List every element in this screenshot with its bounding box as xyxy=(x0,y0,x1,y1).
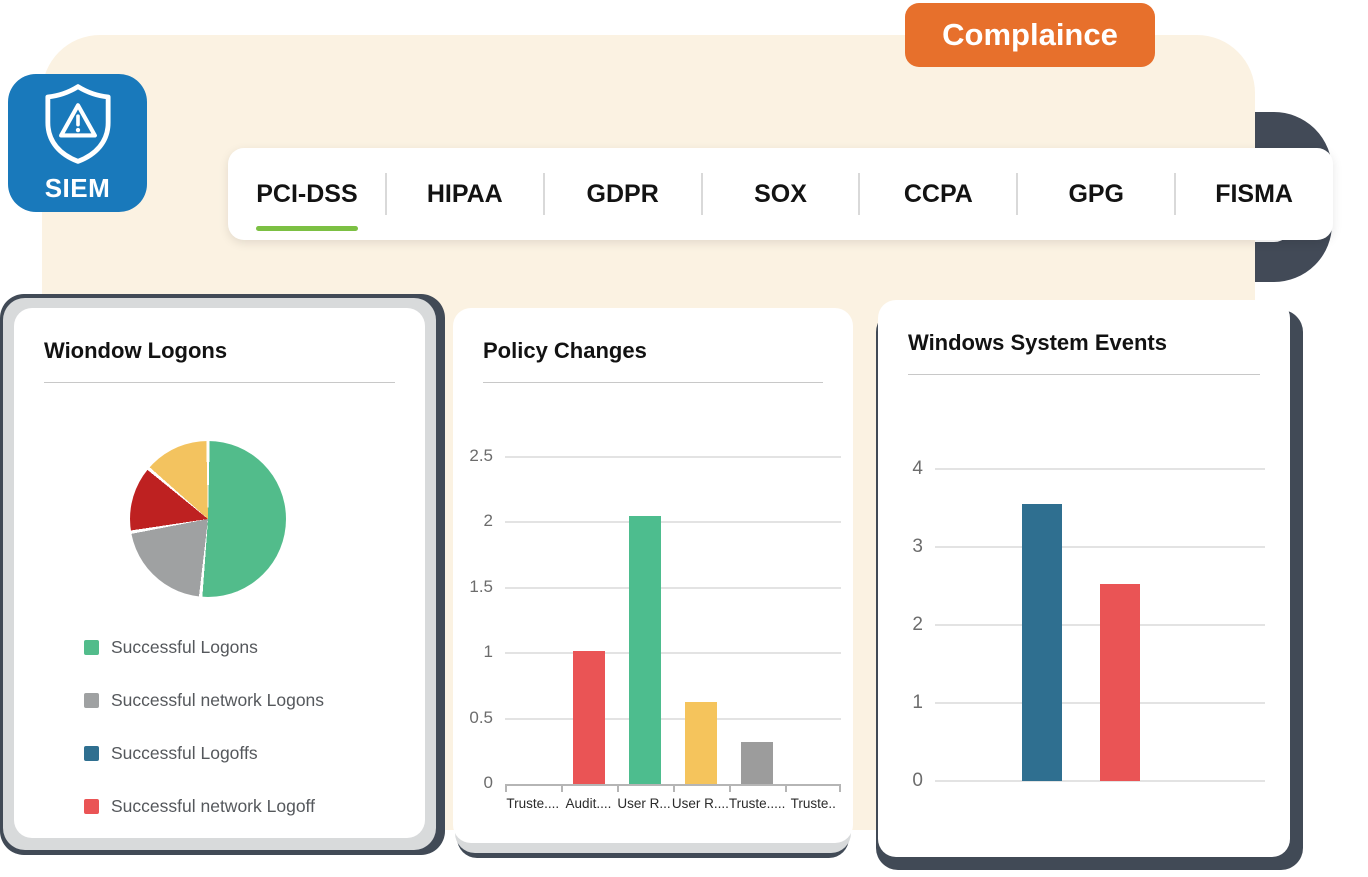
bar-segment[interactable] xyxy=(685,701,717,784)
y-axis-tick-label: 0.5 xyxy=(469,707,493,727)
pie-legend: Successful Logons Successful network Log… xyxy=(84,637,425,817)
y-axis-tick-label: 3 xyxy=(912,536,923,557)
gridline xyxy=(935,546,1265,548)
y-axis-tick-label: 1 xyxy=(483,642,493,662)
tab-sox[interactable]: SOX xyxy=(700,148,860,240)
y-axis-tick-label: 1.5 xyxy=(469,576,493,596)
legend-swatch xyxy=(84,799,99,814)
x-axis-label: Truste.... xyxy=(506,796,560,811)
tab-label: GPG xyxy=(1068,179,1125,208)
gridline xyxy=(935,468,1265,470)
x-axis-tick xyxy=(673,784,675,792)
x-axis-label: Truste.. xyxy=(790,796,836,811)
x-axis-labels: Truste.... Audit.... User R... User R.... Tr… xyxy=(505,796,841,811)
legend-item-successful-logons[interactable]: Successful Logons xyxy=(84,637,425,658)
divider xyxy=(44,382,395,383)
y-axis-tick-label: 0 xyxy=(483,773,493,792)
active-tab-underline xyxy=(255,226,358,231)
y-axis-tick-label: 2 xyxy=(483,511,493,531)
compliance-badge-label: Complaince xyxy=(942,17,1118,52)
legend-item-successful-network-logoff[interactable]: Successful network Logoff xyxy=(84,796,425,817)
bar-segment[interactable] xyxy=(741,742,773,784)
siem-logo-label: SIEM xyxy=(44,172,111,203)
legend-swatch xyxy=(84,746,99,761)
compliance-badge: Complaince xyxy=(905,3,1155,67)
legend-swatch xyxy=(84,693,99,708)
x-axis-label: User R.... xyxy=(671,796,729,811)
tab-label: GDPR xyxy=(586,179,659,208)
tab-label: CCPA xyxy=(903,179,973,208)
legend-item-successful-network-logons[interactable]: Successful network Logons xyxy=(84,690,425,711)
card-title: Windows System Events xyxy=(908,330,1167,355)
y-axis-tick-label: 2.5 xyxy=(469,446,493,465)
tab-hipaa[interactable]: HIPAA xyxy=(384,148,544,240)
legend-label: Successful Logons xyxy=(111,637,258,657)
x-axis-tick xyxy=(839,784,841,792)
x-axis-label: User R... xyxy=(617,796,671,811)
tab-label: FISMA xyxy=(1215,179,1293,208)
policy-changes-bar-chart: 0 0.5 1 1.5 2 2.5 Truste.... Audit.... User R...… xyxy=(469,446,841,857)
legend-label: Successful Logoffs xyxy=(111,743,258,763)
y-axis-tick-label: 4 xyxy=(912,458,923,479)
bar-segment[interactable] xyxy=(1100,583,1140,781)
y-axis-tick-label: 1 xyxy=(912,692,923,713)
card-title: Policy Changes xyxy=(483,338,647,363)
divider xyxy=(483,382,823,383)
tab-label: PCI-DSS xyxy=(256,179,358,208)
compliance-tabbar: PCI-DSS HIPAA GDPR SOX CCPA GPG FISMA xyxy=(228,148,1333,240)
y-axis-tick-label: 0 xyxy=(912,770,923,791)
x-axis-label: Truste..... xyxy=(728,796,786,811)
tab-gpg[interactable]: GPG xyxy=(1016,148,1175,240)
tab-fisma[interactable]: FISMA xyxy=(1174,148,1333,240)
y-axis-tick-label: 2 xyxy=(912,614,923,635)
windows-system-events-bar-chart: 0 1 2 3 4 xyxy=(912,458,1265,799)
bar-segment[interactable] xyxy=(573,650,605,784)
card-windows-system-events: Windows System Events 0 1 2 3 4 xyxy=(878,300,1290,857)
gridline xyxy=(505,456,841,458)
tab-gdpr[interactable]: GDPR xyxy=(542,148,702,240)
legend-label: Successful network Logons xyxy=(111,690,325,710)
gridline xyxy=(505,652,841,655)
tab-label: HIPAA xyxy=(426,179,503,208)
legend-label: Successful network Logoff xyxy=(111,796,315,816)
legend-swatch xyxy=(84,640,99,655)
gridline xyxy=(505,717,841,720)
x-axis-tick xyxy=(561,784,563,792)
x-axis-label: Audit.... xyxy=(565,796,612,811)
pie-chart[interactable] xyxy=(130,441,286,597)
tab-pci-dss[interactable]: PCI-DSS xyxy=(228,148,386,240)
card-policy-changes: Policy Changes 0 0.5 1 1.5 2 2.5 Truste.... Aud… xyxy=(453,308,853,843)
divider xyxy=(908,374,1260,375)
tab-label: SOX xyxy=(754,179,807,208)
tab-ccpa[interactable]: CCPA xyxy=(858,148,1017,240)
legend-item-successful-logoffs[interactable]: Successful Logoffs xyxy=(84,743,425,764)
bar-segment[interactable] xyxy=(629,515,661,784)
gridline xyxy=(505,521,841,524)
x-axis-tick xyxy=(785,784,787,792)
card-title: Wiondow Logons xyxy=(44,338,228,363)
bar-segment[interactable] xyxy=(1022,504,1062,781)
x-axis-tick xyxy=(505,784,507,792)
x-axis-tick xyxy=(617,784,619,792)
gridline xyxy=(935,780,1265,782)
gridline xyxy=(505,586,841,589)
siem-logo-tile: SIEM xyxy=(8,74,147,212)
card-window-logons: Wiondow Logons Successful Logons Success… xyxy=(14,308,425,838)
x-axis-tick xyxy=(729,784,731,792)
shield-alert-icon xyxy=(39,83,117,170)
